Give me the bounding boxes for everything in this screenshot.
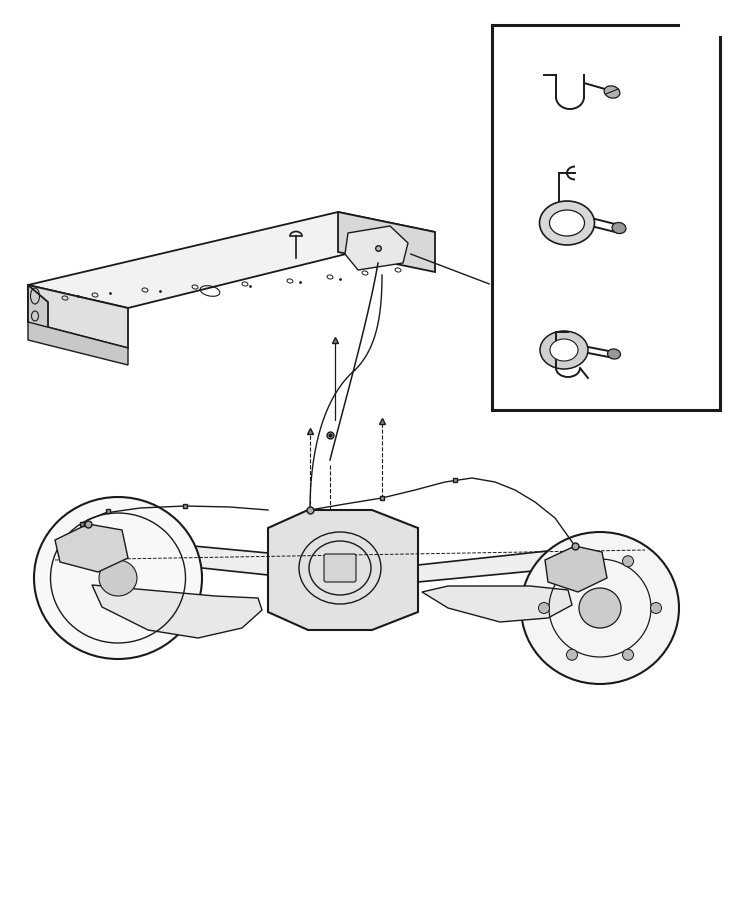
Polygon shape [28, 212, 435, 308]
Circle shape [622, 555, 634, 567]
Polygon shape [28, 285, 48, 340]
Polygon shape [55, 524, 128, 572]
Circle shape [651, 602, 662, 614]
Circle shape [567, 649, 577, 661]
Polygon shape [92, 585, 262, 638]
Ellipse shape [521, 532, 679, 684]
Polygon shape [28, 285, 128, 348]
FancyBboxPatch shape [324, 554, 356, 582]
Polygon shape [108, 538, 268, 575]
Polygon shape [345, 226, 408, 270]
Ellipse shape [612, 222, 626, 234]
Circle shape [567, 555, 577, 567]
Ellipse shape [579, 588, 621, 628]
Polygon shape [268, 510, 418, 630]
Ellipse shape [608, 349, 620, 359]
Polygon shape [422, 586, 572, 622]
Ellipse shape [539, 201, 594, 245]
Ellipse shape [99, 560, 137, 596]
Polygon shape [545, 546, 607, 592]
Ellipse shape [604, 86, 620, 98]
Ellipse shape [540, 331, 588, 369]
Ellipse shape [550, 339, 578, 361]
Ellipse shape [34, 497, 202, 659]
Circle shape [622, 649, 634, 661]
Polygon shape [28, 322, 128, 365]
Ellipse shape [550, 210, 585, 236]
Polygon shape [418, 548, 575, 582]
Circle shape [539, 602, 550, 614]
Polygon shape [338, 212, 435, 272]
